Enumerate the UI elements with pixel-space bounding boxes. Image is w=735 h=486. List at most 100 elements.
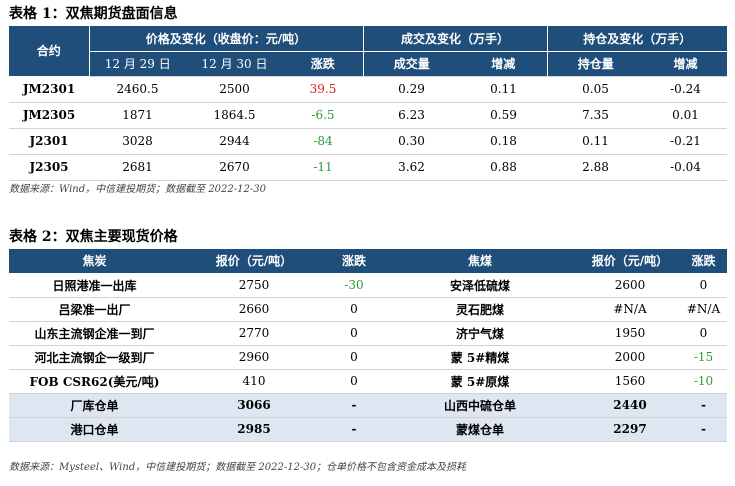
coal-price-cell: 1560 <box>580 369 680 394</box>
price-dec30-cell: 1864.5 <box>186 102 283 129</box>
spot-row: 吕梁准一出厂 2660 0 灵石肥煤 #N/A #N/A <box>9 297 727 322</box>
open-interest-change-cell: -0.24 <box>644 76 728 103</box>
contract-cell: J2301 <box>9 128 89 155</box>
open-interest-cell: 2.88 <box>547 154 645 181</box>
coke-name-cell: 山东主流钢企准一到厂 <box>9 321 180 346</box>
table2-title: 表格 2：双焦主要现货价格 <box>9 229 178 245</box>
coal-change-cell: -10 <box>680 369 727 394</box>
coke-price-cell: 2660 <box>180 297 328 322</box>
coal-name-cell: 安泽低硫煤 <box>380 273 580 298</box>
coal-receipt-price-cell: 2297 <box>580 417 680 442</box>
coal-change-cell: -15 <box>680 345 727 370</box>
header-oi-change: 增减 <box>644 51 728 77</box>
open-interest-change-cell: 0.01 <box>644 102 728 129</box>
coke-price-cell: 2750 <box>180 273 328 298</box>
volume-change-cell: 0.18 <box>460 128 548 155</box>
coal-receipt-change-cell: - <box>680 417 727 442</box>
header-dec29: 12 月 29 日 <box>89 51 186 77</box>
coke-name-cell: 日照港准一出库 <box>9 273 180 298</box>
coal-change-cell: 0 <box>680 273 727 298</box>
coke-change-cell: 0 <box>328 297 380 322</box>
volume-cell: 0.29 <box>363 76 460 103</box>
coke-receipt-price-cell: 2985 <box>180 417 328 442</box>
coal-price-cell: 2600 <box>580 273 680 298</box>
header-oi-group: 持仓及变化（万手） <box>547 26 728 52</box>
coal-price-cell: 1950 <box>580 321 680 346</box>
header-oi: 持仓量 <box>547 51 645 77</box>
coke-name-cell: 吕梁准一出厂 <box>9 297 180 322</box>
coal-receipt-price-cell: 2440 <box>580 393 680 418</box>
price-dec29-cell: 1871 <box>89 102 186 129</box>
volume-change-cell: 0.88 <box>460 154 548 181</box>
price-dec29-cell: 3028 <box>89 128 186 155</box>
futures-row: J2305 2681 2670 -11 3.62 0.88 2.88 -0.04 <box>9 154 728 181</box>
coke-receipt-change-cell: - <box>328 393 380 418</box>
coke-change-cell: -30 <box>328 273 380 298</box>
coke-change-cell: 0 <box>328 345 380 370</box>
price-change-cell: 39.5 <box>283 76 363 103</box>
contract-cell: JM2305 <box>9 102 89 129</box>
open-interest-change-cell: -0.21 <box>644 128 728 155</box>
coke-change-cell: 0 <box>328 369 380 394</box>
volume-cell: 3.62 <box>363 154 460 181</box>
coke-name-cell: FOB CSR62(美元/吨) <box>9 369 180 394</box>
price-dec30-cell: 2944 <box>186 128 283 155</box>
coal-price-cell: #N/A <box>580 297 680 322</box>
header-coke: 焦炭 <box>9 249 180 274</box>
contract-cell: JM2301 <box>9 76 89 103</box>
volume-cell: 0.30 <box>363 128 460 155</box>
spot-row: 河北主流钢企一级到厂 2960 0 蒙 5#精煤 2000 -15 <box>9 345 727 370</box>
coal-price-cell: 2000 <box>580 345 680 370</box>
spot-table: 焦炭 报价（元/吨） 涨跌 焦煤 报价（元/吨） 涨跌 日照港准一出库 2750-… <box>9 249 727 442</box>
coal-receipt-name-cell: 山西中硫仓单 <box>380 393 580 418</box>
coke-change-cell: 0 <box>328 321 380 346</box>
coke-receipt-name-cell: 厂库仓单 <box>9 393 180 418</box>
coal-name-cell: 蒙 5#精煤 <box>380 345 580 370</box>
table2-source: 数据来源：Mysteel、Wind，中信建投期货；数据截至 2022-12-30… <box>9 462 467 473</box>
header-coke-change: 涨跌 <box>328 249 380 274</box>
coke-receipt-change-cell: - <box>328 417 380 442</box>
price-dec30-cell: 2670 <box>186 154 283 181</box>
open-interest-cell: 0.11 <box>547 128 645 155</box>
price-dec30-cell: 2500 <box>186 76 283 103</box>
futures-header-row: 合约 价格及变化（收盘价：元/吨） 成交及变化（万手） 持仓及变化（万手） <box>9 26 728 77</box>
header-volume-group: 成交及变化（万手） <box>363 26 548 52</box>
futures-row: JM2301 2460.5 2500 39.5 0.29 0.11 0.05 -0.24 <box>9 76 728 103</box>
coal-receipt-name-cell: 蒙煤仓单 <box>380 417 580 442</box>
header-change: 涨跌 <box>283 51 364 77</box>
table1-source: 数据来源：Wind，中信建投期货；数据截至 2022-12-30 <box>9 184 266 195</box>
volume-cell: 6.23 <box>363 102 460 129</box>
header-coal-price: 报价（元/吨） <box>580 249 680 274</box>
futures-subheader-row: 12 月 29 日 12 月 30 日 涨跌 成交量 增减 持仓量 增减 <box>9 51 728 77</box>
price-change-cell: -11 <box>283 154 363 181</box>
volume-change-cell: 0.59 <box>460 102 548 129</box>
spot-row: 日照港准一出库 2750 -30 安泽低硫煤 2600 0 <box>9 273 727 298</box>
futures-row: JM2305 1871 1864.5 -6.5 6.23 0.59 7.35 0.01 <box>9 102 728 129</box>
coal-name-cell: 济宁气煤 <box>380 321 580 346</box>
coke-price-cell: 2960 <box>180 345 328 370</box>
price-change-cell: -84 <box>283 128 363 155</box>
warehouse-receipt-row: 港口仓单 2985- 蒙煤仓单 2297- <box>9 417 727 442</box>
coal-change-cell: 0 <box>680 321 727 346</box>
spot-row: FOB CSR62(美元/吨) 410 0 蒙 5#原煤 1560 -10 <box>9 369 727 394</box>
price-dec29-cell: 2460.5 <box>89 76 186 103</box>
header-coal: 焦煤 <box>380 249 580 274</box>
futures-row: J2301 3028 2944 -84 0.30 0.18 0.11 -0.21 <box>9 128 728 155</box>
header-coke-price: 报价（元/吨） <box>180 249 328 274</box>
coal-name-cell: 灵石肥煤 <box>380 297 580 322</box>
price-dec29-cell: 2681 <box>89 154 186 181</box>
open-interest-change-cell: -0.04 <box>644 154 728 181</box>
coal-receipt-change-cell: - <box>680 393 727 418</box>
volume-change-cell: 0.11 <box>460 76 548 103</box>
header-coal-change: 涨跌 <box>680 249 727 274</box>
header-price-group: 价格及变化（收盘价：元/吨） <box>89 26 364 52</box>
futures-table: 合约 价格及变化（收盘价：元/吨） 成交及变化（万手） 持仓及变化（万手） 12… <box>9 26 728 181</box>
spot-row: 山东主流钢企准一到厂 2770 0 济宁气煤 1950 0 <box>9 321 727 346</box>
spot-header-row: 焦炭 报价（元/吨） 涨跌 焦煤 报价（元/吨） 涨跌 <box>9 249 727 274</box>
open-interest-cell: 0.05 <box>547 76 645 103</box>
coke-receipt-name-cell: 港口仓单 <box>9 417 180 442</box>
header-dec30: 12 月 30 日 <box>186 51 283 77</box>
table1-title: 表格 1：双焦期货盘面信息 <box>9 6 178 22</box>
warehouse-receipt-row: 厂库仓单 3066- 山西中硫仓单 2440- <box>9 393 727 418</box>
header-volume: 成交量 <box>363 51 460 77</box>
